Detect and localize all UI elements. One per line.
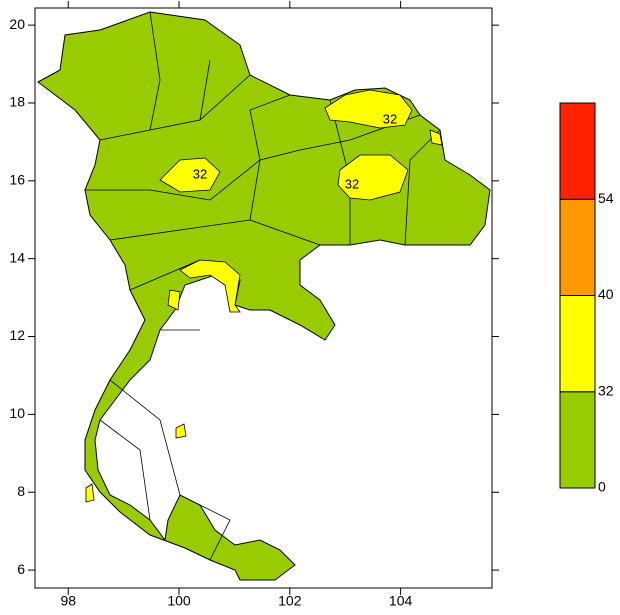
y-tick-label: 18: [9, 94, 25, 110]
colorbar-segment: [559, 198, 596, 296]
colorbar-segment: [559, 102, 596, 200]
y-tick-label: 10: [9, 405, 25, 421]
contour-32: [85, 89, 443, 503]
y-tick-label: 14: [9, 249, 25, 265]
colorbar-segment: [559, 295, 596, 393]
contour-label: 32: [193, 166, 207, 181]
x-tick-label: 98: [60, 593, 76, 609]
y-tick-label: 16: [9, 172, 25, 188]
plot-frame: [34, 7, 493, 589]
colorbar-label: 54: [598, 190, 614, 206]
x-tick-label: 100: [167, 593, 191, 609]
y-tick-label: 12: [9, 327, 25, 343]
y-tick-label: 6: [17, 561, 25, 577]
colorbar-label: 32: [598, 382, 614, 398]
contour-label: 32: [345, 176, 359, 191]
country-outline: [37, 11, 491, 581]
colorbar-label: 40: [598, 286, 614, 302]
y-tick-label: 20: [9, 16, 25, 32]
y-tick-label: 8: [17, 483, 25, 499]
contour-label: 32: [383, 111, 397, 126]
colorbar-label: 0: [598, 479, 606, 495]
x-tick-label: 102: [278, 593, 302, 609]
landmass: [37, 11, 491, 581]
x-tick-label: 104: [389, 593, 413, 609]
colorbar-segment: [559, 391, 596, 489]
